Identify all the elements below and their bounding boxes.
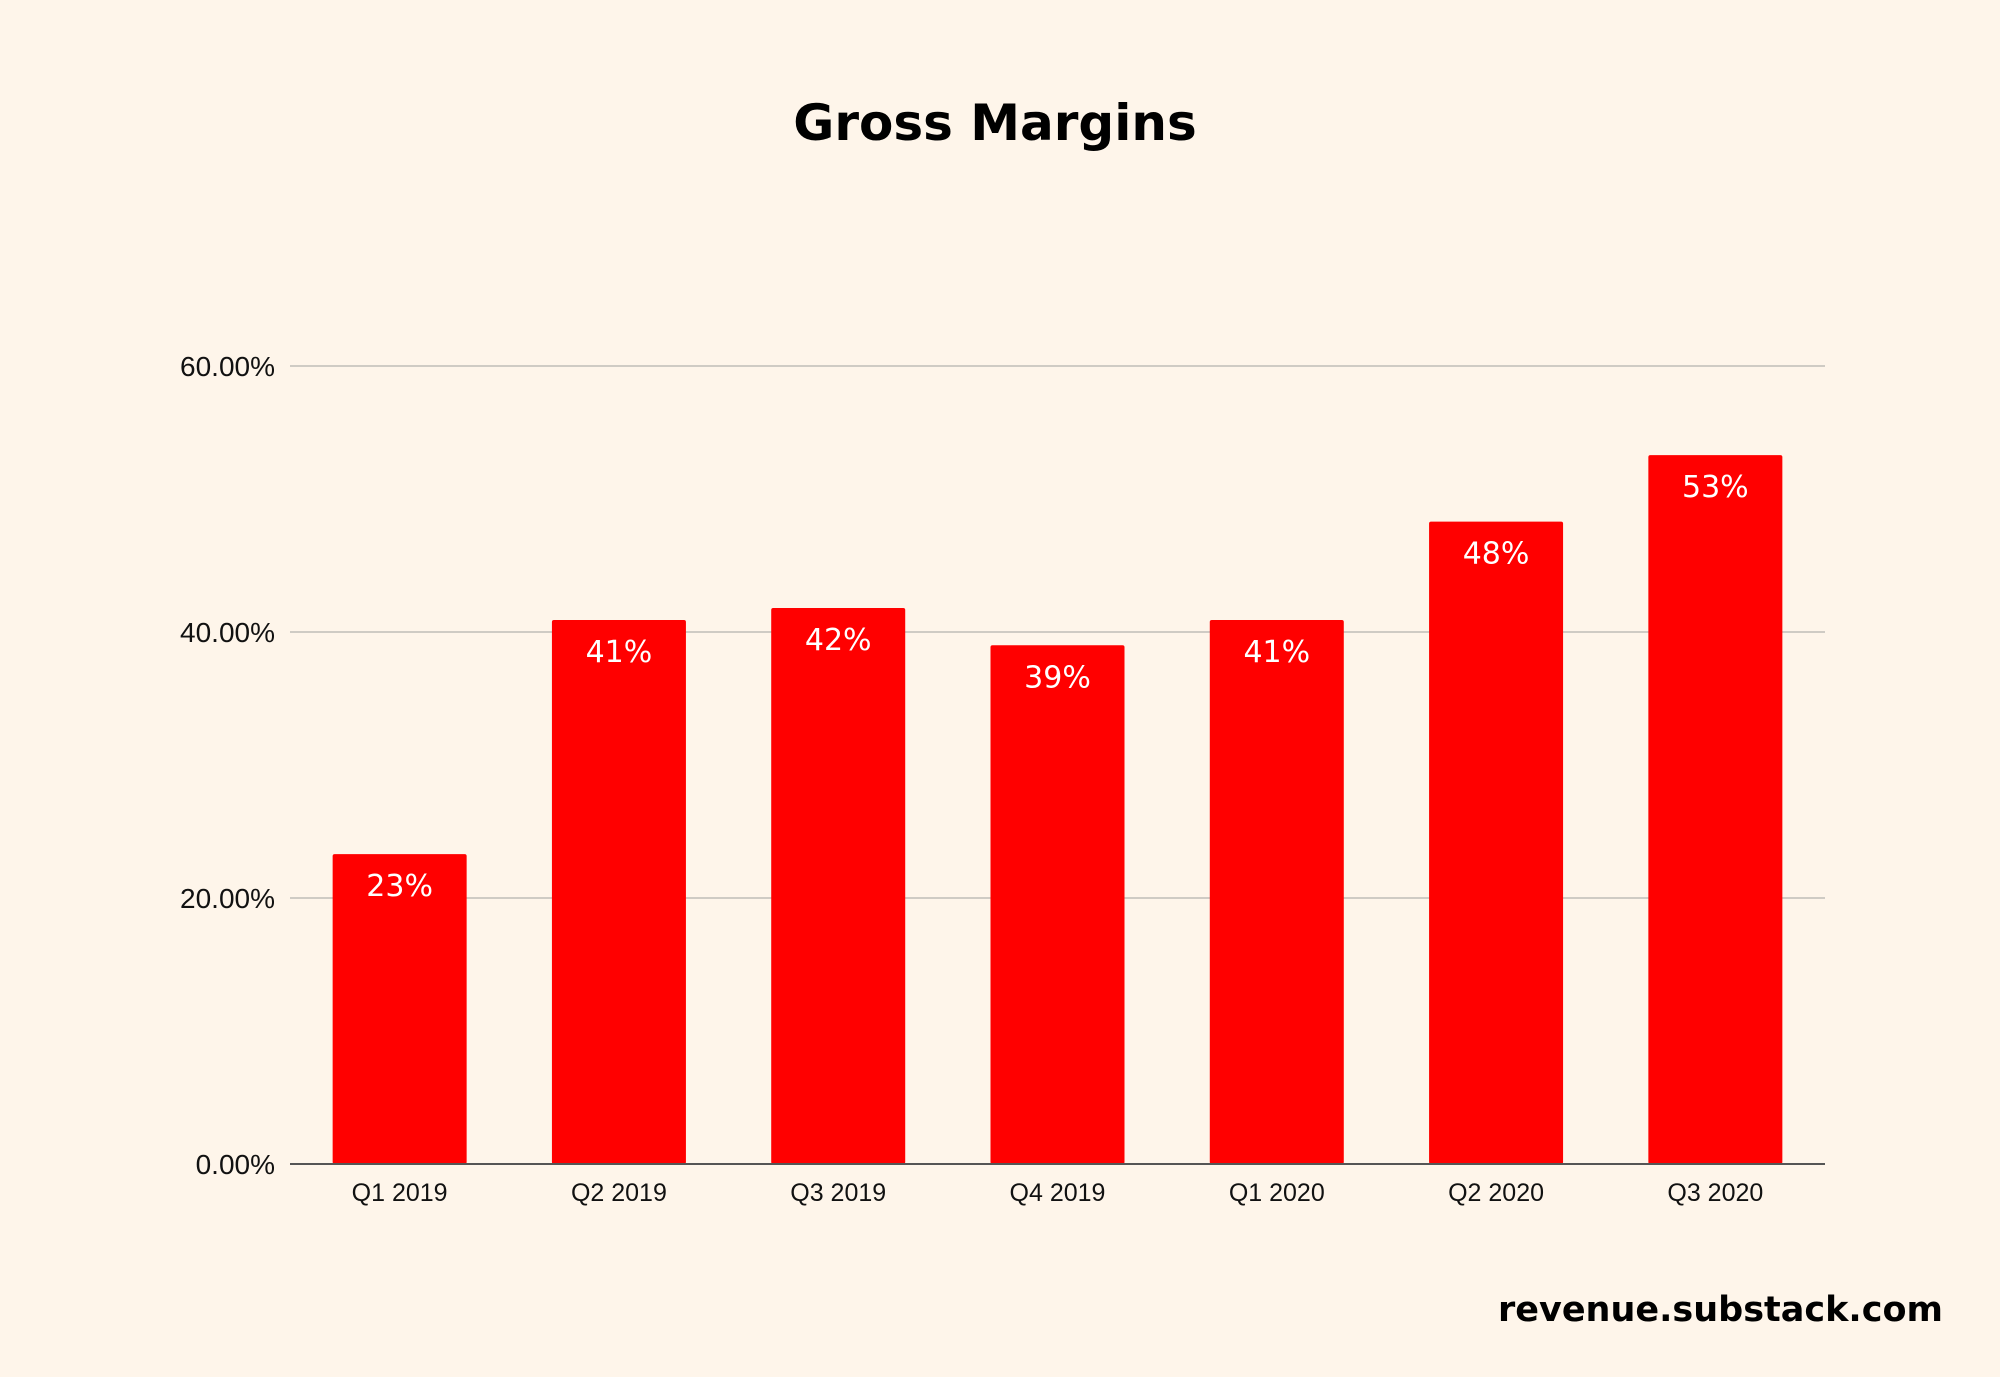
x-tick-label: Q1 2019 [352, 1179, 448, 1207]
bars [332, 455, 1783, 1164]
bar-data-label: 41% [1243, 635, 1310, 670]
bar-data-label: 39% [1024, 660, 1091, 695]
y-axis-tick-labels: 0.00% 20.00% 40.00% 60.00% [180, 351, 275, 1180]
bar-data-label: 42% [805, 623, 872, 658]
bar-q3-2019 [771, 608, 906, 1164]
x-tick-label: Q3 2019 [790, 1179, 886, 1207]
x-tick-label: Q4 2019 [1010, 1179, 1106, 1207]
y-tick-label: 20.00% [180, 883, 275, 914]
bar-data-label: 48% [1463, 537, 1530, 572]
x-tick-label: Q3 2020 [1667, 1179, 1763, 1207]
y-tick-label: 40.00% [180, 617, 275, 648]
bar-q3-2020 [1648, 455, 1783, 1164]
bar-data-label: 23% [366, 869, 433, 904]
y-tick-label: 60.00% [180, 351, 275, 382]
chart-title: Gross Margins [793, 94, 1196, 152]
bar-q1-2020 [1209, 620, 1344, 1164]
bar-q1-2019 [332, 854, 467, 1164]
bar-q2-2020 [1429, 521, 1564, 1164]
y-tick-label: 0.00% [196, 1149, 275, 1180]
bar-data-label: 53% [1682, 470, 1749, 505]
bar-q2-2019 [551, 620, 686, 1164]
bar-q4-2019 [990, 645, 1125, 1164]
watermark-text: revenue.substack.com [1498, 1290, 1943, 1330]
bar-data-label: 41% [586, 635, 653, 670]
x-axis-tick-labels: Q1 2019 Q2 2019 Q3 2019 Q4 2019 Q1 2020 Q2 20… [352, 1179, 1764, 1207]
x-tick-label: Q2 2020 [1448, 1179, 1544, 1207]
bar-data-labels: 23% 41% 42% 39% 41% 48% 53% [366, 470, 1748, 904]
x-tick-label: Q1 2020 [1229, 1179, 1325, 1207]
x-tick-label: Q2 2019 [571, 1179, 667, 1207]
